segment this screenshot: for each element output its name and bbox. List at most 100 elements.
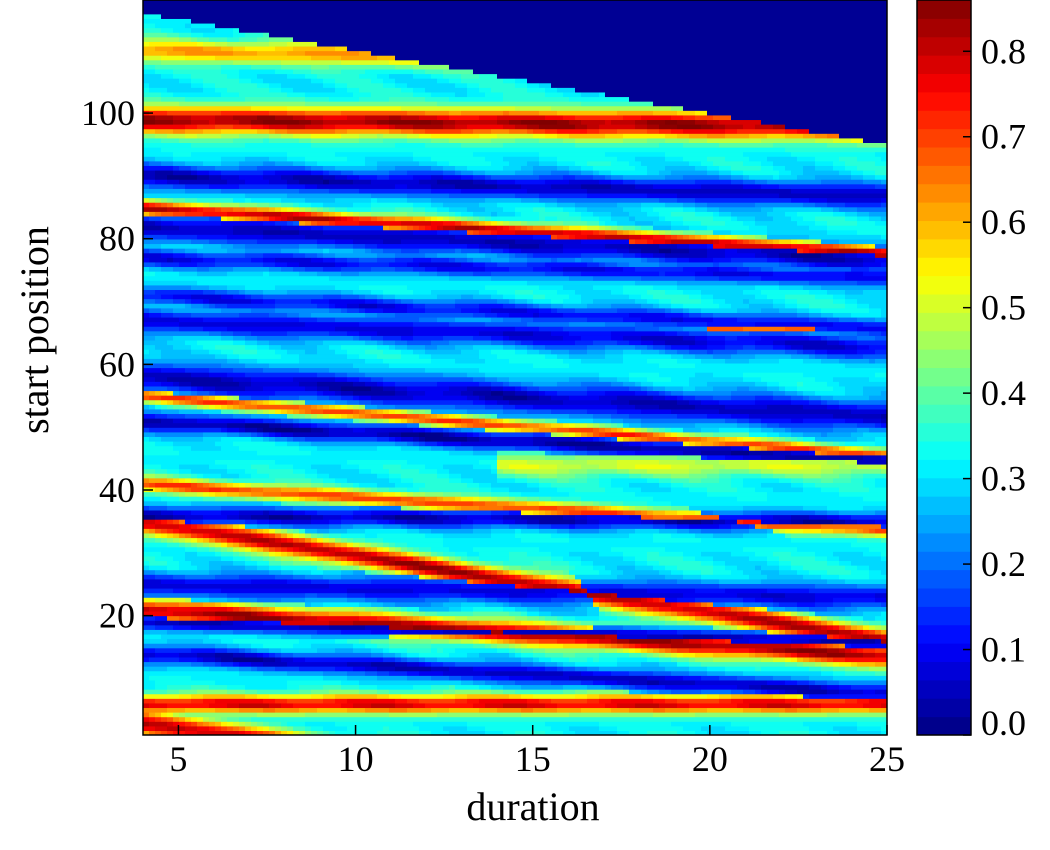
- heatmap-cell: [251, 197, 258, 203]
- heatmap-cell: [287, 316, 294, 323]
- heatmap-cell: [203, 606, 210, 612]
- heatmap-cell: [161, 169, 168, 176]
- heatmap-cell: [245, 546, 252, 552]
- heatmap-cell: [269, 450, 276, 456]
- heatmap-cell: [269, 477, 276, 483]
- heatmap-cell: [143, 597, 150, 603]
- heatmap-cell: [239, 50, 246, 56]
- heatmap-cell: [179, 339, 186, 346]
- heatmap-cell: [215, 427, 222, 433]
- heatmap-cell: [245, 496, 252, 502]
- heatmap-cell: [167, 128, 174, 134]
- heatmap-cell: [287, 229, 294, 235]
- heatmap-cell: [239, 165, 246, 171]
- heatmap-cell: [275, 243, 282, 249]
- heatmap-cell: [275, 698, 282, 704]
- heatmap-cell: [149, 192, 156, 199]
- heatmap-cell: [215, 505, 222, 511]
- heatmap-cell: [197, 73, 204, 79]
- heatmap-cell: [275, 523, 282, 529]
- heatmap-cell: [281, 418, 288, 424]
- heatmap-cell: [251, 91, 258, 98]
- heatmap-cell: [185, 610, 192, 617]
- heatmap-cell: [281, 271, 288, 277]
- heatmap-cell: [269, 59, 276, 65]
- heatmap-cell: [191, 542, 198, 548]
- heatmap-cell: [143, 294, 150, 300]
- heatmap-cell: [191, 18, 198, 24]
- heatmap-cell: [281, 716, 288, 722]
- heatmap-cell: [203, 385, 210, 392]
- heatmap-cell: [239, 615, 246, 621]
- heatmap-cell: [215, 725, 222, 731]
- heatmap-cell: [299, 32, 306, 38]
- heatmap-cell: [305, 730, 312, 735]
- heatmap-cell: [299, 225, 306, 231]
- heatmap-cell: [251, 257, 258, 263]
- heatmap-cell: [215, 633, 222, 640]
- heatmap-cell: [197, 59, 204, 65]
- heatmap-cell: [227, 248, 234, 254]
- heatmap-cell: [167, 463, 174, 470]
- heatmap-cell: [251, 82, 258, 88]
- heatmap-cell: [209, 670, 216, 676]
- heatmap-cell: [155, 330, 162, 336]
- heatmap-cell: [227, 294, 234, 300]
- heatmap-cell: [191, 643, 198, 649]
- heatmap-cell: [245, 41, 252, 47]
- heatmap-cell: [173, 707, 180, 713]
- heatmap-cell: [203, 183, 210, 189]
- heatmap-cell: [275, 707, 282, 713]
- heatmap-cell: [155, 468, 162, 474]
- heatmap-cell: [191, 128, 198, 134]
- heatmap-cell: [311, 395, 318, 401]
- heatmap-cell: [323, 349, 330, 355]
- heatmap-cell: [227, 606, 234, 612]
- heatmap-cell: [323, 505, 330, 511]
- heatmap-cell: [287, 257, 294, 263]
- heatmap-cell: [155, 248, 162, 254]
- heatmap-cell: [149, 45, 156, 52]
- heatmap-cell: [161, 643, 168, 649]
- heatmap-cell: [257, 133, 264, 139]
- heatmap-cell: [305, 395, 312, 401]
- heatmap-cell: [263, 248, 270, 254]
- heatmap-cell: [287, 206, 294, 212]
- heatmap-cell: [245, 601, 252, 607]
- heatmap-cell: [311, 509, 318, 516]
- heatmap-cell: [179, 349, 186, 355]
- heatmap-cell: [143, 643, 150, 649]
- heatmap-cell: [179, 638, 186, 644]
- heatmap-cell: [317, 551, 324, 557]
- heatmap-cell: [155, 215, 162, 222]
- heatmap-cell: [281, 234, 288, 240]
- heatmap-cell: [197, 18, 204, 24]
- heatmap-cell: [149, 326, 156, 332]
- heatmap-cell: [251, 693, 258, 699]
- heatmap-cell: [143, 661, 150, 667]
- heatmap-cell: [221, 64, 228, 70]
- heatmap-cell: [251, 96, 258, 102]
- heatmap-cell: [227, 482, 234, 488]
- heatmap-cell: [221, 142, 228, 148]
- heatmap-cell: [221, 225, 228, 231]
- heatmap-cell: [323, 312, 330, 318]
- heatmap-cell: [173, 395, 180, 401]
- heatmap-cell: [239, 147, 246, 153]
- heatmap-cell: [323, 248, 330, 254]
- heatmap-cell: [191, 569, 198, 575]
- heatmap-cell: [287, 238, 294, 245]
- heatmap-cell: [173, 431, 180, 437]
- heatmap-cell: [203, 542, 210, 548]
- heatmap-cell: [161, 151, 168, 157]
- heatmap-cell: [287, 463, 294, 470]
- heatmap-cell: [305, 675, 312, 681]
- heatmap-cell: [287, 574, 294, 580]
- heatmap-cell: [143, 137, 150, 143]
- heatmap-cell: [329, 615, 336, 621]
- heatmap-cell: [173, 629, 180, 635]
- heatmap-cell: [299, 353, 306, 359]
- heatmap-cell: [191, 284, 198, 290]
- heatmap-cell: [287, 252, 294, 258]
- heatmap-cell: [167, 312, 174, 318]
